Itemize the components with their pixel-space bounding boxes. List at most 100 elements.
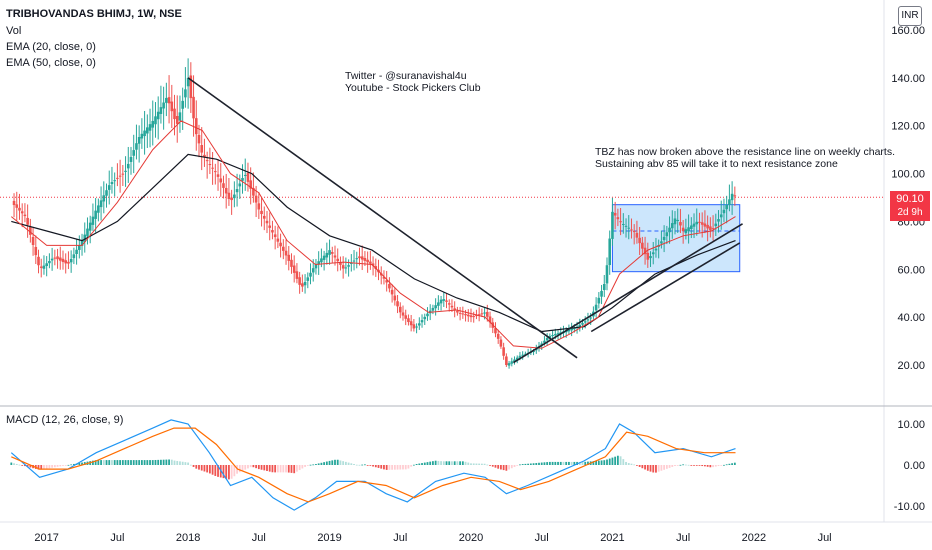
candle-body bbox=[124, 170, 127, 172]
candle-body bbox=[333, 255, 337, 258]
macd-histogram-bar bbox=[432, 461, 434, 465]
macd-histogram-bar bbox=[241, 465, 244, 471]
macd-histogram-bar bbox=[461, 461, 464, 465]
candle-body bbox=[597, 297, 601, 304]
bar-countdown: 2d 9h bbox=[897, 207, 923, 218]
candle-body bbox=[227, 192, 231, 199]
candle-body bbox=[641, 242, 644, 249]
candle-body bbox=[159, 107, 163, 114]
candle-body bbox=[643, 247, 647, 255]
candle-body bbox=[243, 174, 247, 176]
candle-body bbox=[513, 359, 516, 362]
signal-line bbox=[11, 427, 736, 503]
indicator-ema20-label[interactable]: EMA (20, close, 0) bbox=[6, 41, 96, 53]
candle-body bbox=[507, 363, 511, 366]
macd-histogram-bar bbox=[366, 465, 369, 466]
candle-body bbox=[545, 337, 549, 341]
macd-histogram-bar bbox=[157, 459, 160, 465]
macd-histogram-bar bbox=[72, 463, 75, 465]
candle-body bbox=[369, 261, 372, 264]
macd-histogram-bar bbox=[508, 465, 510, 470]
candle-body bbox=[271, 230, 274, 233]
candle-body bbox=[208, 164, 212, 166]
time-axis-tick: 2020 bbox=[459, 532, 483, 544]
macd-label[interactable]: MACD (12, 26, close, 9) bbox=[6, 414, 124, 426]
macd-histogram-bar bbox=[94, 460, 97, 465]
candle-body bbox=[352, 260, 356, 262]
currency-badge[interactable]: INR bbox=[898, 6, 922, 26]
candle-body bbox=[276, 238, 280, 242]
candle-body bbox=[442, 299, 446, 301]
macd-histogram-bar bbox=[486, 464, 489, 466]
candle-body bbox=[706, 224, 709, 229]
macd-histogram-bar bbox=[502, 465, 505, 471]
candle-body bbox=[420, 320, 424, 323]
candle-body bbox=[469, 315, 473, 318]
candle-body bbox=[388, 284, 391, 289]
macd-histogram-bar bbox=[478, 463, 481, 465]
macd-histogram-bar bbox=[206, 465, 209, 473]
macd-histogram-bar bbox=[127, 460, 130, 465]
candle-body bbox=[53, 257, 57, 259]
candle-body bbox=[78, 245, 81, 250]
youtube-annotation: Youtube - Stock Pickers Club bbox=[345, 82, 481, 94]
candle-body bbox=[50, 258, 54, 261]
candle-body bbox=[241, 177, 244, 181]
candle-body bbox=[129, 157, 133, 162]
macd-histogram-bar bbox=[263, 465, 266, 471]
macd-histogram-bar bbox=[570, 461, 573, 465]
candle-body bbox=[466, 314, 470, 317]
macd-histogram-bar bbox=[565, 461, 568, 465]
candle-body bbox=[570, 328, 573, 331]
candle-body bbox=[222, 183, 225, 188]
candle-body bbox=[257, 203, 261, 210]
macd-histogram-bar bbox=[151, 460, 154, 465]
indicator-vol-label[interactable]: Vol bbox=[6, 25, 22, 37]
candle-body bbox=[97, 205, 100, 213]
candle-body bbox=[477, 314, 481, 316]
macd-histogram-bar bbox=[625, 461, 627, 465]
macd-histogram-bar bbox=[546, 462, 549, 465]
time-axis-tick: Jul bbox=[535, 532, 549, 544]
macd-histogram-bar bbox=[505, 465, 508, 471]
macd-histogram-bar bbox=[293, 465, 296, 474]
candle-body bbox=[143, 130, 146, 137]
macd-histogram-bar bbox=[633, 464, 636, 466]
candle-body bbox=[336, 258, 340, 262]
macd-axis-tick: 0.00 bbox=[904, 460, 925, 472]
macd-histogram-bar bbox=[470, 463, 472, 465]
twitter-annotation: Twitter - @suranavishal4u bbox=[345, 70, 467, 82]
candle-body bbox=[151, 120, 155, 128]
macd-histogram-bar bbox=[383, 465, 385, 470]
candle-body bbox=[439, 299, 443, 304]
macd-histogram-bar bbox=[684, 464, 687, 466]
candle-body bbox=[366, 259, 369, 263]
time-axis-tick: Jul bbox=[393, 532, 407, 544]
indicator-ema50-label[interactable]: EMA (50, close, 0) bbox=[6, 57, 96, 69]
candle-body bbox=[31, 236, 35, 245]
candle-body bbox=[173, 108, 176, 120]
macd-histogram-bar bbox=[655, 465, 657, 473]
macd-histogram-bar bbox=[429, 461, 432, 465]
macd-histogram-bar bbox=[459, 461, 462, 465]
candle-body bbox=[488, 316, 492, 323]
candle-body bbox=[219, 178, 223, 183]
candle-body bbox=[586, 319, 590, 321]
candle-body bbox=[660, 241, 663, 244]
candle-body bbox=[725, 204, 728, 210]
macd-histogram-bar bbox=[132, 460, 135, 465]
macd-histogram-bar bbox=[353, 464, 355, 465]
macd-histogram-bar bbox=[380, 465, 383, 469]
candle-body bbox=[197, 134, 201, 144]
time-axis-tick: 2022 bbox=[742, 532, 766, 544]
macd-histogram-bar bbox=[695, 465, 698, 466]
candle-body bbox=[651, 252, 655, 255]
candle-body bbox=[94, 210, 97, 219]
candle-body bbox=[396, 301, 399, 307]
macd-histogram-bar bbox=[532, 463, 535, 465]
time-axis-tick: 2017 bbox=[34, 532, 58, 544]
macd-histogram-bar bbox=[548, 461, 551, 465]
macd-histogram-bar bbox=[614, 456, 617, 465]
macd-histogram-bar bbox=[342, 461, 345, 465]
